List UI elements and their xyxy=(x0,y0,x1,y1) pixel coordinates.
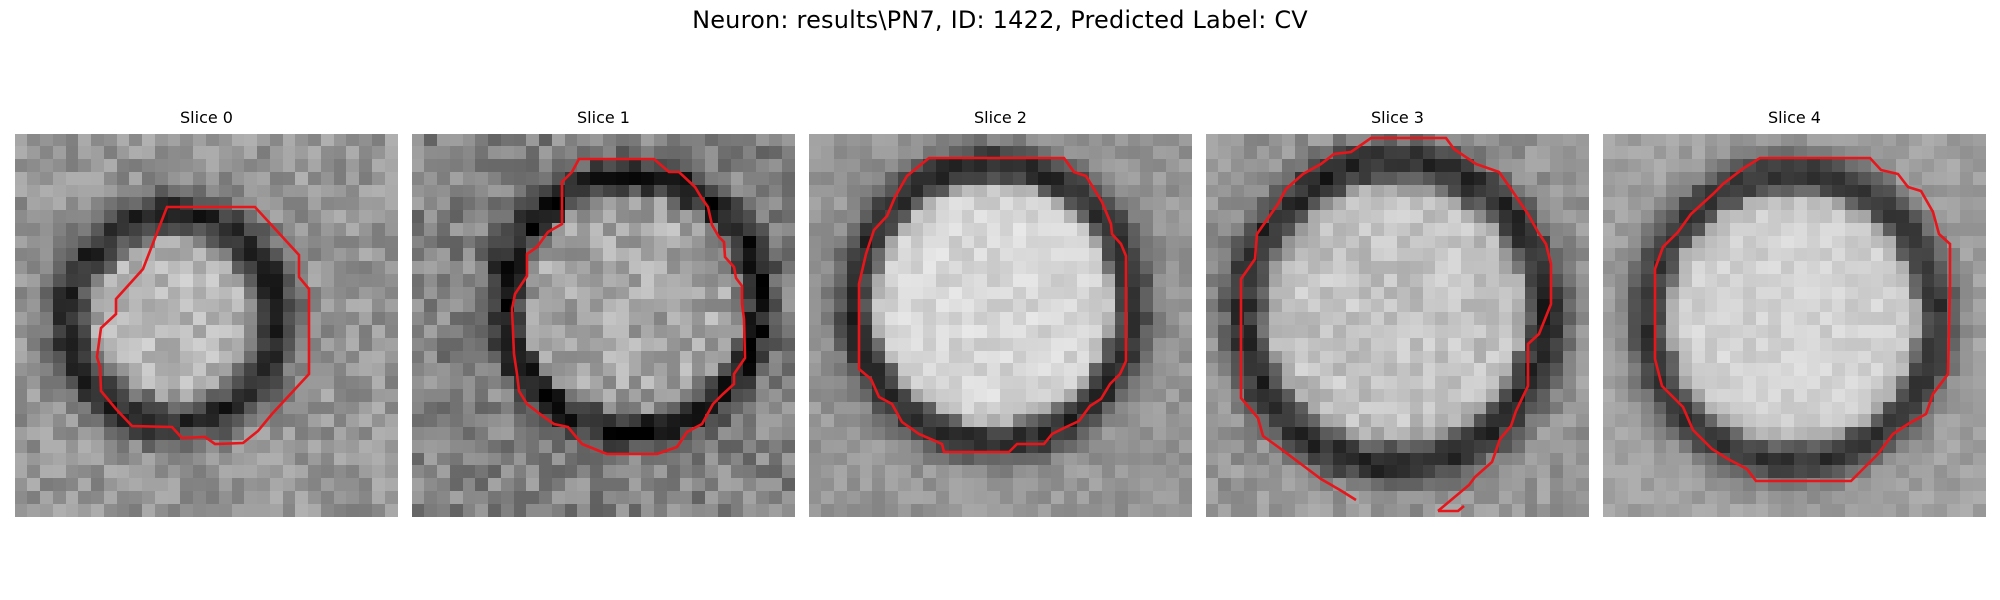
slice-1-contour-overlay xyxy=(412,134,795,517)
panel-title-slice-1: Slice 1 xyxy=(412,108,795,127)
slice-2-contour xyxy=(859,158,1126,452)
slice-image-2 xyxy=(809,134,1192,517)
slice-0-contour-overlay xyxy=(15,134,398,517)
slice-3-contour xyxy=(1241,138,1551,511)
panel-title-slice-3: Slice 3 xyxy=(1206,108,1589,127)
panel-title-slice-2: Slice 2 xyxy=(809,108,1192,127)
slice-0-contour xyxy=(97,207,309,444)
slice-4-contour-overlay xyxy=(1603,134,1986,517)
panel-title-slice-4: Slice 4 xyxy=(1603,108,1986,127)
slice-image-3 xyxy=(1206,134,1589,517)
figure-title: Neuron: results\PN7, ID: 1422, Predicted… xyxy=(0,6,2000,34)
slice-4-contour xyxy=(1655,158,1950,481)
panel-title-slice-0: Slice 0 xyxy=(15,108,398,127)
slice-image-1 xyxy=(412,134,795,517)
slice-3-contour-overlay xyxy=(1206,134,1589,517)
slice-1-contour xyxy=(512,159,745,454)
slice-image-0 xyxy=(15,134,398,517)
slice-2-contour-overlay xyxy=(809,134,1192,517)
slice-image-4 xyxy=(1603,134,1986,517)
